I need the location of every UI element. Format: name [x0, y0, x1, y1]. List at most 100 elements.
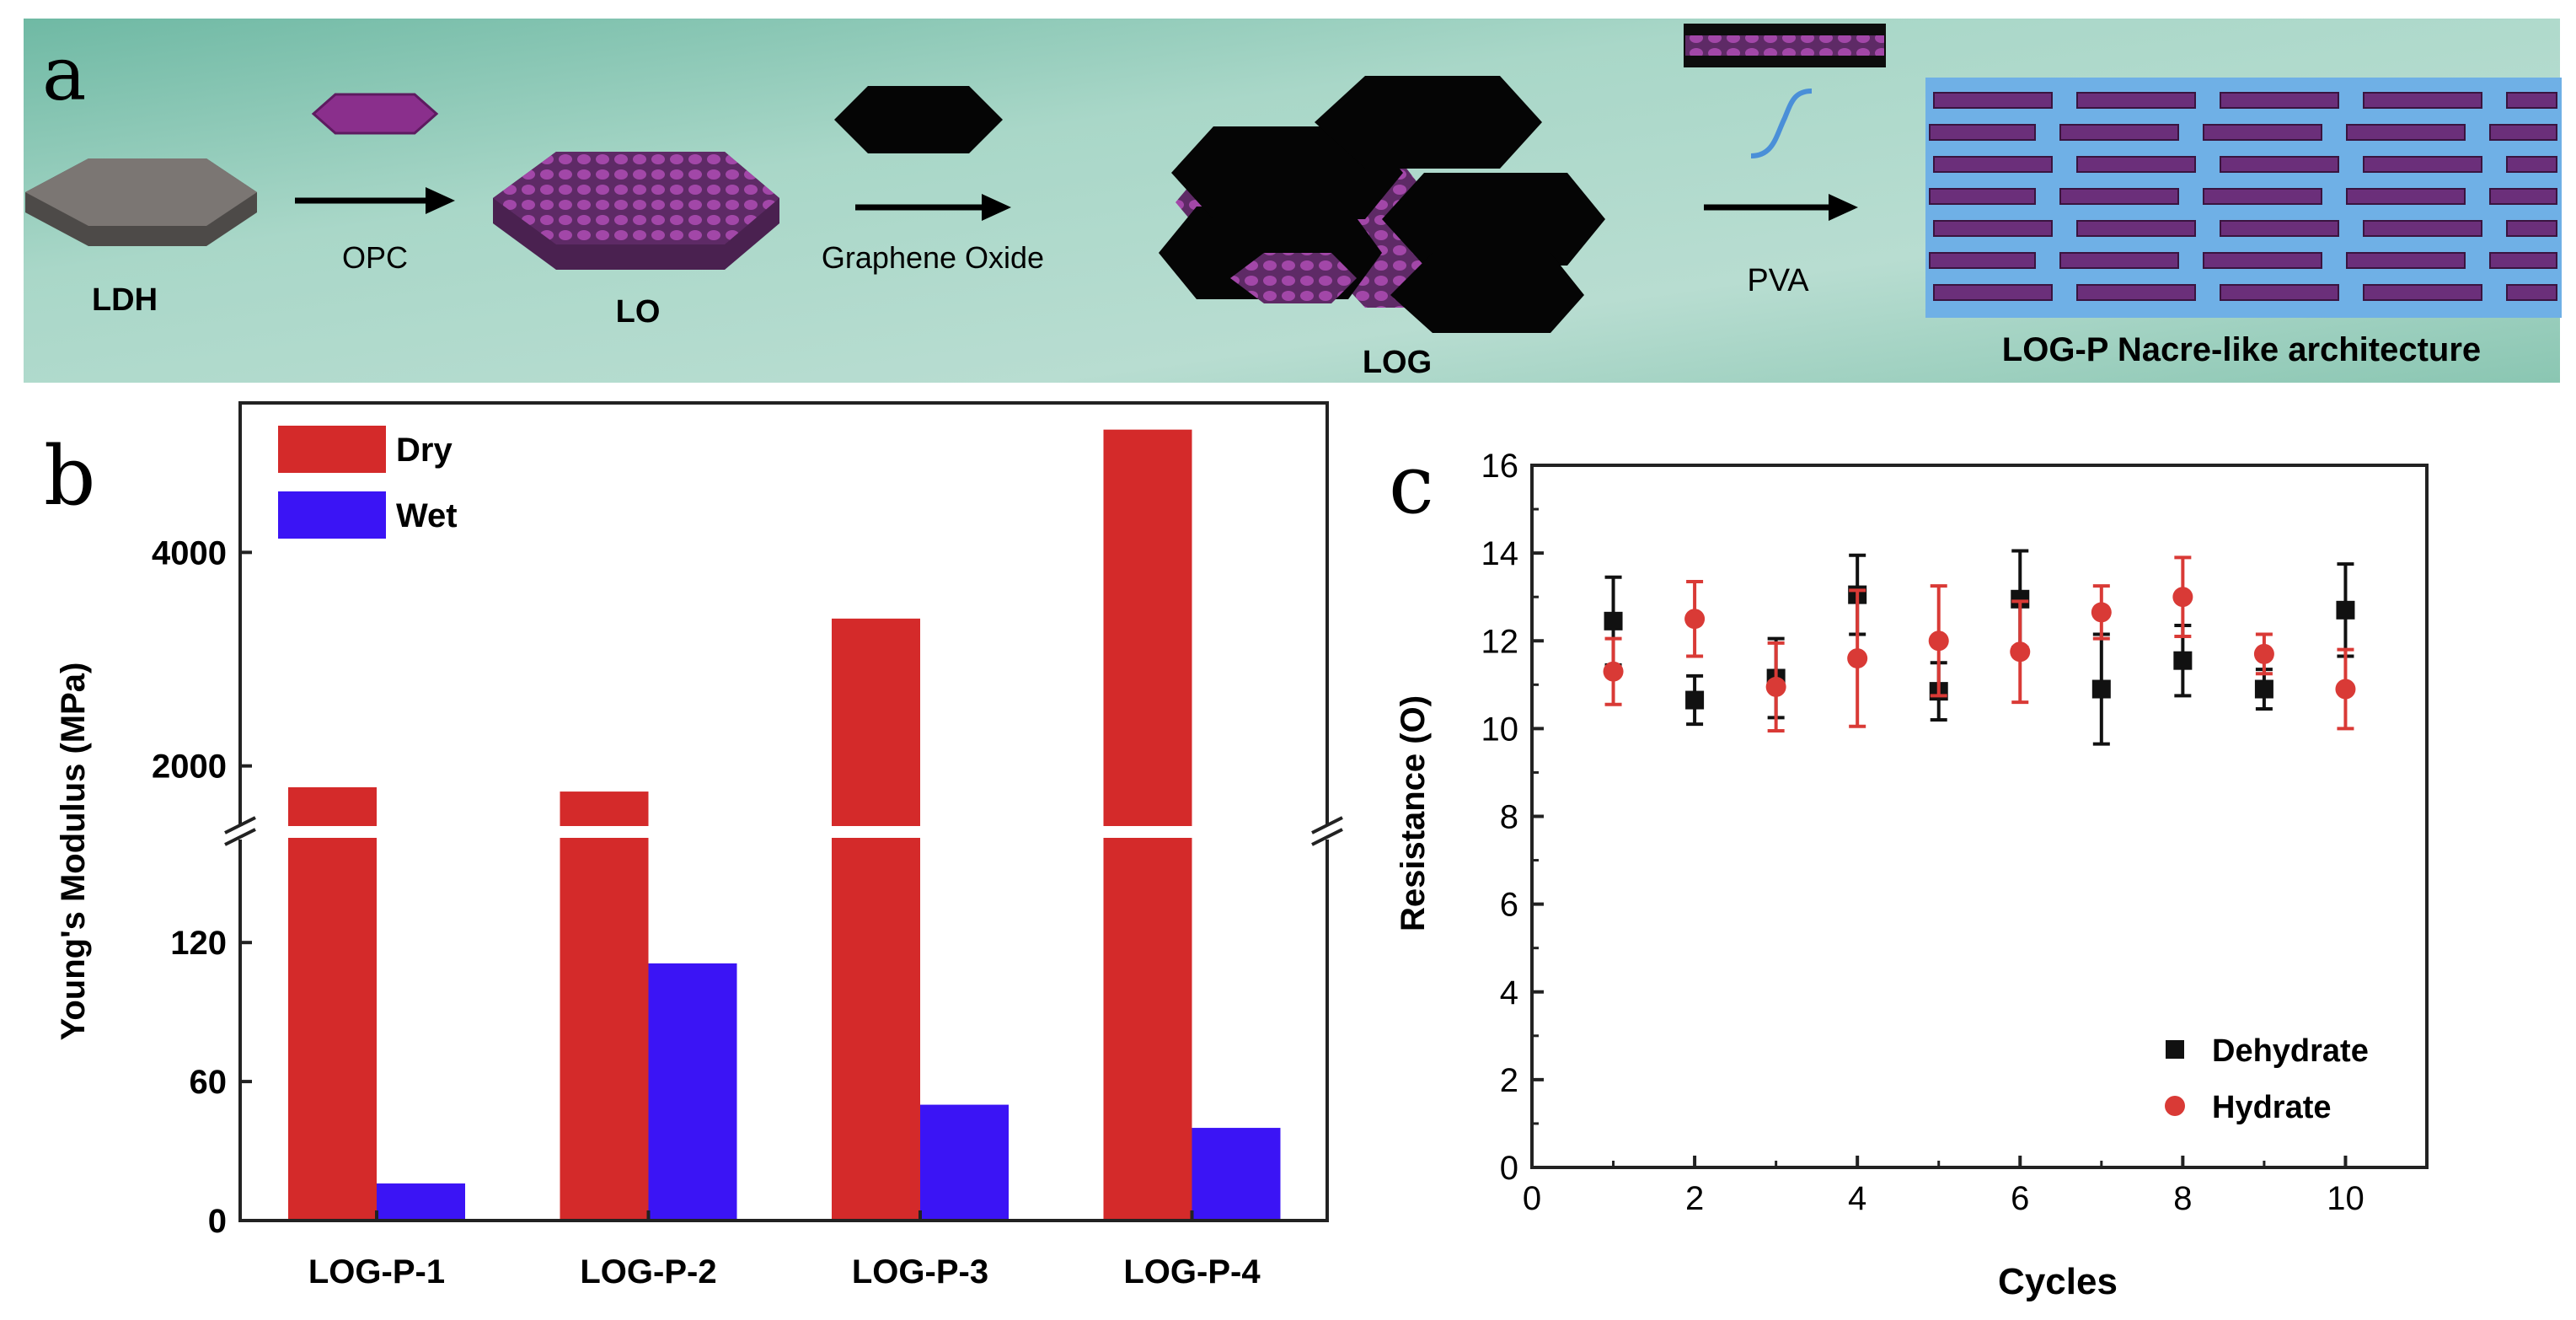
log-label: LOG — [1363, 345, 1432, 380]
b-legend-label: Wet — [396, 497, 458, 534]
nacre-brick — [2220, 156, 2339, 173]
nacre-brick — [2076, 220, 2196, 237]
b-axis-break-mark — [224, 828, 256, 846]
nacre-brick — [2059, 124, 2179, 141]
pva-film — [1684, 24, 1886, 67]
nacre-brick — [1929, 252, 2036, 269]
c-point-dehydrate — [2336, 600, 2355, 620]
pva-label: PVA — [1747, 263, 1809, 298]
c-point-dehydrate — [1604, 611, 1623, 630]
bar-break-gap — [558, 826, 651, 838]
bar-break-gap — [287, 826, 378, 838]
panel-a-letter: a — [42, 30, 86, 117]
c-point-hydrate — [2010, 641, 2031, 663]
c-ytick-label: 8 — [1500, 799, 1518, 836]
nacre-brick — [2203, 188, 2322, 205]
nacre-brick — [2363, 92, 2482, 109]
nacre-brick — [2346, 124, 2466, 141]
nacre-brick — [1933, 92, 2053, 109]
b-ytick-label: 60 — [190, 1064, 228, 1101]
c-point-dehydrate — [1685, 690, 1705, 710]
nacre-brick — [1933, 156, 2053, 173]
b-legend-swatch-wet — [278, 491, 386, 539]
bar-dry-log-p-1 — [288, 787, 377, 1221]
b-ytick-label: 2000 — [152, 749, 227, 786]
nacre-brick — [2203, 252, 2322, 269]
arrow-pva — [1704, 194, 1858, 221]
bar-wet-log-p-2 — [648, 963, 737, 1221]
opc-hexagon — [311, 93, 439, 135]
c-ytick-label: 16 — [1481, 448, 1519, 485]
arrow-opc — [295, 187, 455, 214]
go-hexagon — [834, 86, 1003, 153]
c-point-hydrate — [1928, 630, 1949, 652]
ldh-label: LDH — [92, 282, 158, 318]
nacre-brick — [2506, 156, 2557, 173]
bar-wet-log-p-4 — [1192, 1128, 1281, 1221]
nacre-brick — [1933, 220, 2053, 237]
c-point-hydrate — [2253, 643, 2274, 664]
nacre-brick — [2489, 188, 2557, 205]
lo-label: LO — [616, 294, 661, 330]
nacre-brick — [2059, 188, 2179, 205]
nacre-brick — [2489, 124, 2557, 141]
c-ytick-label: 12 — [1481, 623, 1519, 660]
c-ytick-label: 14 — [1481, 535, 1519, 572]
nacre-brick — [2220, 284, 2339, 301]
c-point-hydrate — [1684, 609, 1706, 630]
log-stack — [1159, 76, 1605, 333]
b-axis-break-mark — [1311, 816, 1343, 834]
c-xlabel: Cycles — [1998, 1261, 2118, 1302]
nacre-brick — [2076, 284, 2196, 301]
c-point-hydrate — [2335, 679, 2356, 700]
nacre-brick — [1929, 188, 2036, 205]
c-legend-marker-dehydrate — [2166, 1040, 2184, 1059]
c-ytick-label: 0 — [1500, 1150, 1518, 1187]
b-legend-swatch-dry — [278, 426, 386, 473]
panel-b-letter: b — [44, 429, 95, 523]
nacre-brick — [2220, 220, 2339, 237]
b-ytick-label: 120 — [170, 925, 227, 962]
c-point-dehydrate — [2173, 651, 2193, 670]
b-xtick-label: LOG-P-2 — [580, 1253, 716, 1290]
logp-label: LOG-P Nacre-like architecture — [2002, 331, 2481, 368]
pva-chain-icon — [1750, 89, 1813, 158]
c-xtick-label: 8 — [2173, 1180, 2192, 1217]
nacre-brick — [2076, 92, 2196, 109]
c-point-dehydrate — [2011, 589, 2030, 609]
b-legend-label: Dry — [396, 432, 453, 469]
nacre-brick — [2363, 156, 2482, 173]
c-legend-label: Hydrate — [2212, 1090, 2332, 1125]
c-point-hydrate — [1765, 676, 1786, 697]
c-xtick-label: 4 — [1848, 1180, 1866, 1217]
nacre-brick — [1933, 284, 2053, 301]
nacre-architecture — [1925, 78, 2562, 318]
bar-break-gap — [1101, 826, 1194, 838]
c-ytick-label: 10 — [1481, 711, 1519, 748]
c-ytick-label: 4 — [1500, 974, 1518, 1011]
c-xtick-label: 2 — [1685, 1180, 1704, 1217]
c-xtick-label: 0 — [1523, 1180, 1541, 1217]
c-point-dehydrate — [2091, 679, 2111, 699]
c-legend-marker-hydrate — [2165, 1096, 2185, 1116]
ldh-plate — [25, 158, 257, 246]
panel-c-letter: c — [1389, 437, 1434, 532]
lo-plate — [493, 152, 779, 270]
c-xtick-label: 10 — [2327, 1180, 2364, 1217]
b-axis-break-mark — [1311, 828, 1343, 846]
c-ytick-label: 6 — [1500, 887, 1518, 924]
c-point-hydrate — [1603, 661, 1624, 682]
bar-dry-log-p-3 — [832, 618, 920, 1221]
c-point-hydrate — [2091, 602, 2112, 623]
b-ylabel: Young's Modulus (MPa) — [55, 663, 92, 1041]
b-axis-break-mark — [224, 816, 256, 834]
b-plot-frame — [238, 401, 1329, 1222]
bar-break-gap — [830, 826, 922, 838]
nacre-brick — [2506, 220, 2557, 237]
nacre-brick — [2059, 252, 2179, 269]
c-point-hydrate — [1847, 648, 1868, 669]
c-ylabel: Resistance (O) — [1395, 695, 1432, 931]
c-point-hydrate — [2172, 587, 2193, 608]
nacre-brick — [2506, 284, 2557, 301]
